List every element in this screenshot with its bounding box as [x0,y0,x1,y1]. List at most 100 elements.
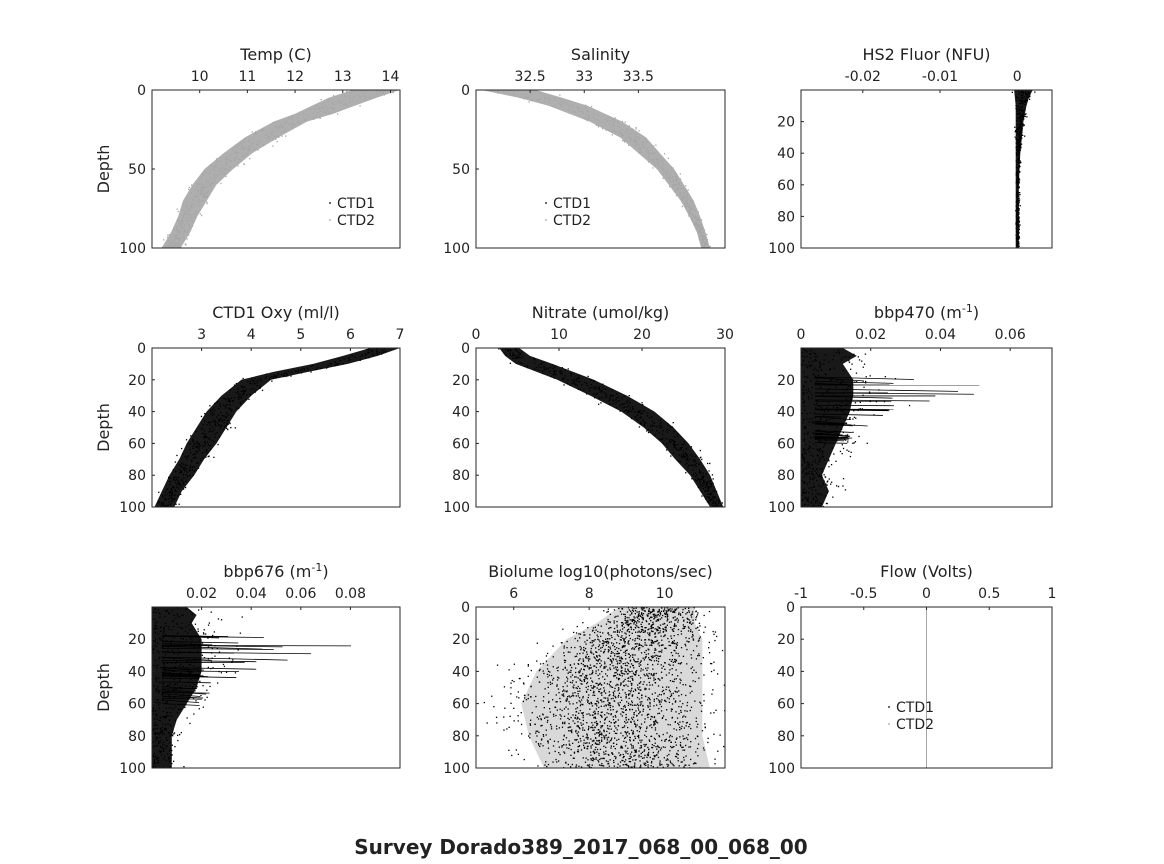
data-point [167,647,169,649]
data-point [818,474,821,476]
data-point [832,496,834,498]
data-point [672,179,674,181]
data-point [573,378,576,381]
data-point [157,642,159,644]
data-point [186,455,189,457]
data-point [658,158,660,160]
data-point [279,127,281,129]
data-point [180,470,182,472]
data-point [703,479,705,481]
data-point [177,481,180,483]
data-point [701,236,704,238]
data-point [628,144,630,146]
data-point [580,388,582,391]
data-point [669,441,671,443]
data-point [689,621,692,623]
data-point [159,717,162,719]
data-point [820,406,823,408]
data-point [252,142,254,144]
data-point [659,760,661,762]
data-point [600,692,602,694]
data-point [181,220,183,222]
data-point [1019,116,1021,118]
data-point [653,660,656,662]
data-point [636,136,638,138]
data-spike [161,667,205,671]
data-point [202,632,205,634]
data-point [170,488,173,490]
data-point [274,135,276,138]
data-point [215,173,217,176]
data-point [165,707,167,709]
data-point [709,245,711,248]
data-point [685,463,687,465]
data-point [195,700,197,702]
data-point [201,642,204,644]
data-point [803,492,805,494]
data-point [193,665,195,667]
data-point [618,122,620,125]
data-point [609,395,612,398]
data-point [304,118,306,120]
data-point [1021,116,1023,118]
x-tick-label: 33.5 [623,69,654,85]
data-point [810,364,813,366]
data-point [1017,206,1019,208]
data-point [809,353,811,355]
data-point [343,358,345,360]
data-point [685,684,687,686]
data-point [204,413,206,415]
data-point [695,617,697,619]
data-point [1017,241,1019,243]
data-point [853,416,856,418]
data-point [596,659,598,661]
data-spike [814,432,851,437]
data-point [689,709,691,712]
data-point [174,683,176,685]
data-point [820,485,822,488]
data-point [633,714,635,716]
data-point [209,428,211,430]
data-point [178,616,181,618]
data-point [1018,146,1020,148]
data-point [702,231,704,233]
data-point [674,701,677,703]
data-point [684,710,686,712]
data-point [250,388,252,390]
data-point [679,446,682,449]
data-point [591,726,593,728]
data-point [552,374,554,376]
data-point [570,375,572,377]
data-point [809,412,812,414]
data-point [173,658,175,660]
data-point [176,607,178,609]
data-point [625,409,628,411]
data-point [580,662,583,665]
data-point [631,675,633,677]
data-point [1018,158,1020,160]
data-point [638,692,640,694]
data-point [802,398,804,400]
data-point [164,744,166,747]
data-point [642,410,644,412]
data-point [648,608,650,610]
data-point [164,654,167,656]
data-point [643,142,645,144]
data-point [625,709,627,711]
data-point [671,708,673,710]
data-point [158,652,160,654]
y-tick-label: 80 [452,468,470,484]
data-point [193,470,195,472]
data-point [651,159,653,161]
data-point [223,422,225,424]
data-point [359,96,361,98]
data-point [586,393,588,395]
data-point [701,228,703,230]
data-point [825,483,827,485]
data-point [171,629,173,631]
data-spike [161,681,211,684]
data-point [156,744,158,747]
data-point [1015,172,1017,174]
data-point [191,469,194,471]
data-point [823,480,825,482]
